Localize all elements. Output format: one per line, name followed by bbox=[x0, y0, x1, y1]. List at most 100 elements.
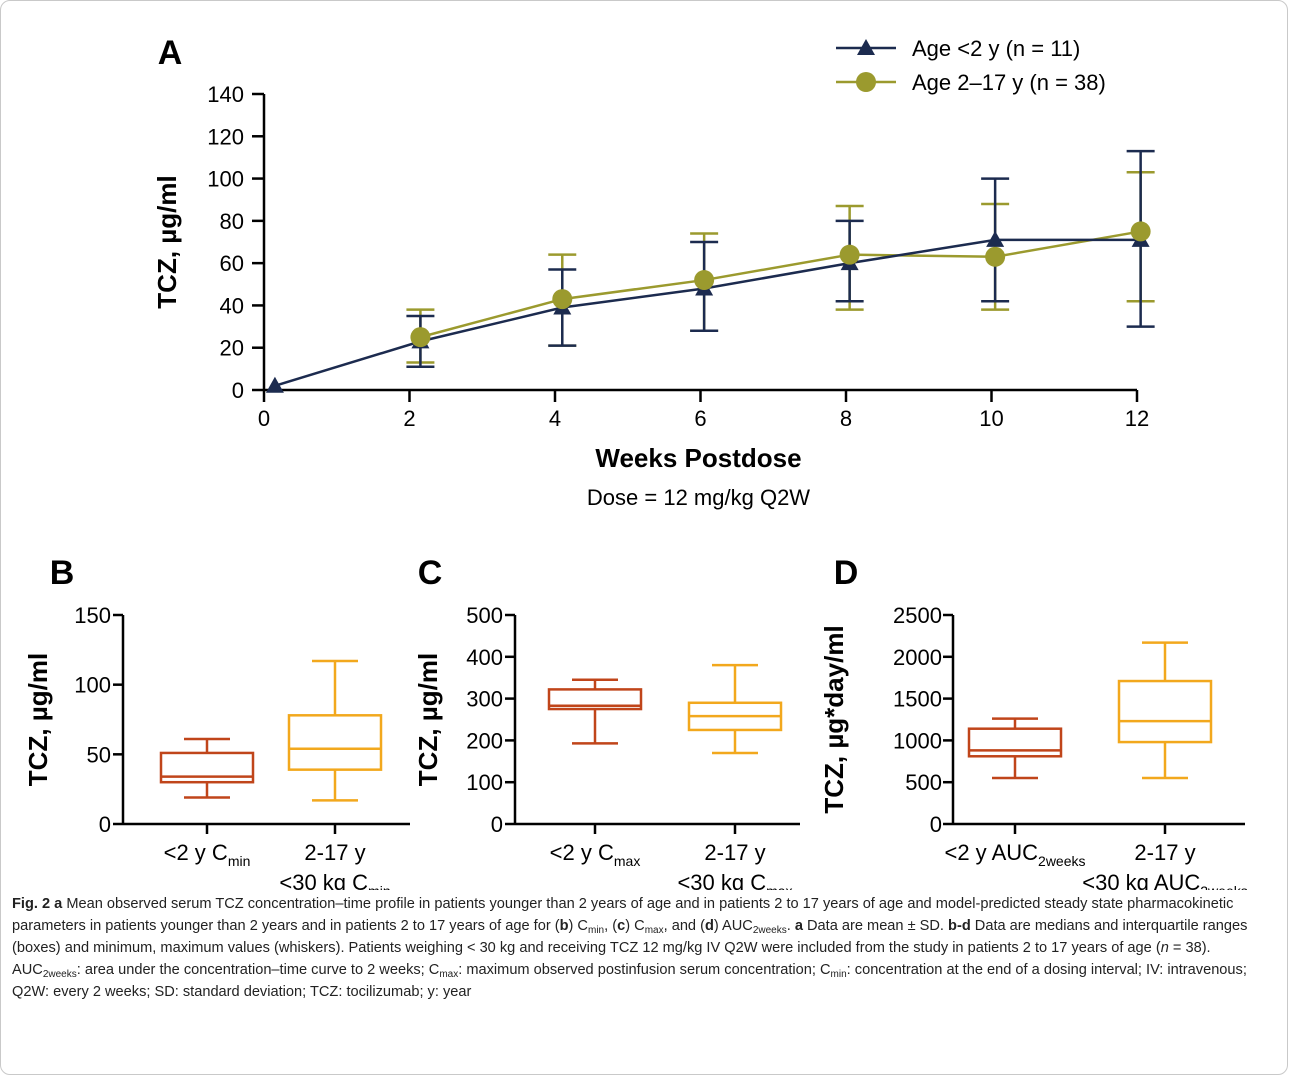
y-tick-label: 300 bbox=[466, 687, 503, 712]
category-label: 2-17 y bbox=[704, 840, 765, 865]
category-label-text: <30 kg C bbox=[279, 870, 368, 890]
y-tick-label: 100 bbox=[74, 673, 111, 698]
y-tick-label: 1000 bbox=[893, 728, 942, 753]
x-tick-label: 8 bbox=[840, 406, 852, 431]
y-tick-label: 500 bbox=[905, 770, 942, 795]
figure-chart: A 0 20 40 60 80 100 120 140 0 2 4 6 8 10 12 TCZ, µg/ml We… bbox=[23, 34, 1248, 890]
legend-label: Age 2–17 y (n = 38) bbox=[912, 70, 1106, 95]
series-line bbox=[274, 238, 1141, 387]
caption-subscript: min bbox=[587, 925, 605, 936]
category-label-text: 2-17 y bbox=[704, 840, 765, 865]
category-label-subscript: 2weeks bbox=[1200, 883, 1247, 890]
caption-text: , ( bbox=[604, 918, 618, 934]
data-point-circle bbox=[410, 327, 431, 348]
category-label-subscript: max bbox=[614, 853, 640, 869]
caption-text: ) C bbox=[625, 918, 645, 934]
caption-subscript: 2weeks bbox=[42, 969, 77, 980]
y-tick-label: 20 bbox=[220, 336, 244, 361]
y-tick-label: 0 bbox=[930, 812, 942, 837]
caption-bold-text: b-d bbox=[948, 918, 971, 934]
data-point-circle bbox=[552, 289, 573, 310]
category-label-text: <30 kg AUC bbox=[1082, 870, 1200, 890]
y-axis-title: TCZ, µg/ml bbox=[152, 175, 182, 308]
x-tick-label: 10 bbox=[979, 406, 1003, 431]
data-point-triangle bbox=[265, 376, 284, 393]
data-point-circle bbox=[985, 246, 1006, 267]
y-tick-label: 100 bbox=[207, 167, 244, 192]
box-iqr bbox=[287, 714, 383, 771]
category-label: <2 y Cmin bbox=[164, 840, 251, 869]
figure-caption: Fig. 2 a Mean observed serum TCZ concent… bbox=[12, 893, 1274, 1003]
box-iqr bbox=[967, 727, 1063, 758]
y-axis-title: TCZ, µg/ml bbox=[23, 653, 53, 786]
caption-text: : concentration at the end of a dosing i… bbox=[12, 962, 1247, 1000]
caption-text: , and ( bbox=[663, 918, 705, 934]
category-label: <30 kg Cmin bbox=[279, 870, 390, 890]
panel-label-c: C bbox=[418, 554, 443, 592]
category-label: <2 y AUC2weeks bbox=[944, 840, 1085, 869]
y-tick-label: 0 bbox=[232, 378, 244, 403]
category-label-subscript: min bbox=[228, 853, 251, 869]
x-tick-label: 2 bbox=[403, 406, 415, 431]
y-tick-label: 2500 bbox=[893, 603, 942, 628]
panel-label-b: B bbox=[50, 554, 75, 592]
series-line bbox=[420, 230, 1141, 339]
category-label: <30 kg AUC2weeks bbox=[1082, 870, 1247, 890]
caption-subscript: min bbox=[830, 969, 847, 980]
category-label-text: <2 y AUC bbox=[944, 840, 1038, 865]
panel-label-d: D bbox=[834, 554, 859, 592]
category-label: <30 kg Cmax bbox=[677, 870, 792, 890]
caption-text: : maximum observed postinfusion serum co… bbox=[458, 962, 831, 978]
category-label-subscript: 2weeks bbox=[1038, 853, 1085, 869]
legend-marker-circle bbox=[856, 72, 876, 92]
y-tick-label: 0 bbox=[491, 812, 503, 837]
data-point-circle bbox=[839, 244, 860, 265]
caption-subscript: 2weeks bbox=[752, 925, 787, 936]
y-tick-label: 80 bbox=[220, 209, 244, 234]
caption-text: Data are medians and interquartile range… bbox=[12, 918, 1248, 956]
category-label-text: <2 y C bbox=[164, 840, 228, 865]
data-point-circle bbox=[694, 270, 715, 291]
caption-text: ) C bbox=[568, 918, 588, 934]
y-tick-label: 40 bbox=[220, 293, 244, 318]
caption-subscript: max bbox=[644, 925, 664, 936]
caption-bold-text: Fig. 2 a bbox=[12, 896, 63, 912]
caption-subscript: max bbox=[439, 969, 459, 980]
category-label-text: 2-17 y bbox=[1134, 840, 1195, 865]
category-label-text: 2-17 y bbox=[304, 840, 365, 865]
y-axis-title: TCZ, µg/ml bbox=[413, 653, 443, 786]
category-label-subscript: min bbox=[368, 883, 391, 890]
caption-text: Mean observed serum TCZ concentration–ti… bbox=[12, 896, 1234, 934]
caption-bold-text: a bbox=[794, 918, 803, 934]
x-tick-label: 4 bbox=[549, 406, 561, 431]
y-tick-label: 500 bbox=[466, 603, 503, 628]
category-label-text: <2 y C bbox=[550, 840, 614, 865]
y-tick-label: 100 bbox=[466, 770, 503, 795]
y-tick-label: 0 bbox=[99, 812, 111, 837]
x-axis-title: Weeks Postdose bbox=[595, 443, 801, 473]
chart-subtitle: Dose = 12 mg/kg Q2W bbox=[587, 485, 810, 510]
panel-label-a: A bbox=[158, 34, 183, 72]
data-point-circle bbox=[1130, 221, 1151, 242]
caption-text: Data are mean ± SD. bbox=[802, 918, 949, 934]
caption-bold-text: c bbox=[617, 918, 626, 934]
legend-label: Age <2 y (n = 11) bbox=[912, 36, 1080, 61]
caption-italic-text: n bbox=[1160, 940, 1169, 956]
category-label-text: <30 kg C bbox=[677, 870, 766, 890]
category-label: <2 y Cmax bbox=[550, 840, 641, 869]
y-tick-label: 120 bbox=[207, 124, 244, 149]
y-tick-label: 200 bbox=[466, 728, 503, 753]
caption-bold-text: b bbox=[559, 918, 569, 934]
x-tick-label: 6 bbox=[694, 406, 706, 431]
caption-text: = 38). AUC bbox=[12, 940, 1211, 978]
x-tick-label: 12 bbox=[1125, 406, 1149, 431]
caption-text: : area under the concentration–time curv… bbox=[76, 962, 440, 978]
box-iqr bbox=[159, 751, 255, 784]
y-tick-label: 50 bbox=[87, 742, 111, 767]
caption-bold-text: d bbox=[704, 918, 714, 934]
y-tick-label: 150 bbox=[74, 603, 111, 628]
y-tick-label: 400 bbox=[466, 645, 503, 670]
y-tick-label: 60 bbox=[220, 251, 244, 276]
y-axis-title: TCZ, µg*day/ml bbox=[819, 625, 849, 813]
